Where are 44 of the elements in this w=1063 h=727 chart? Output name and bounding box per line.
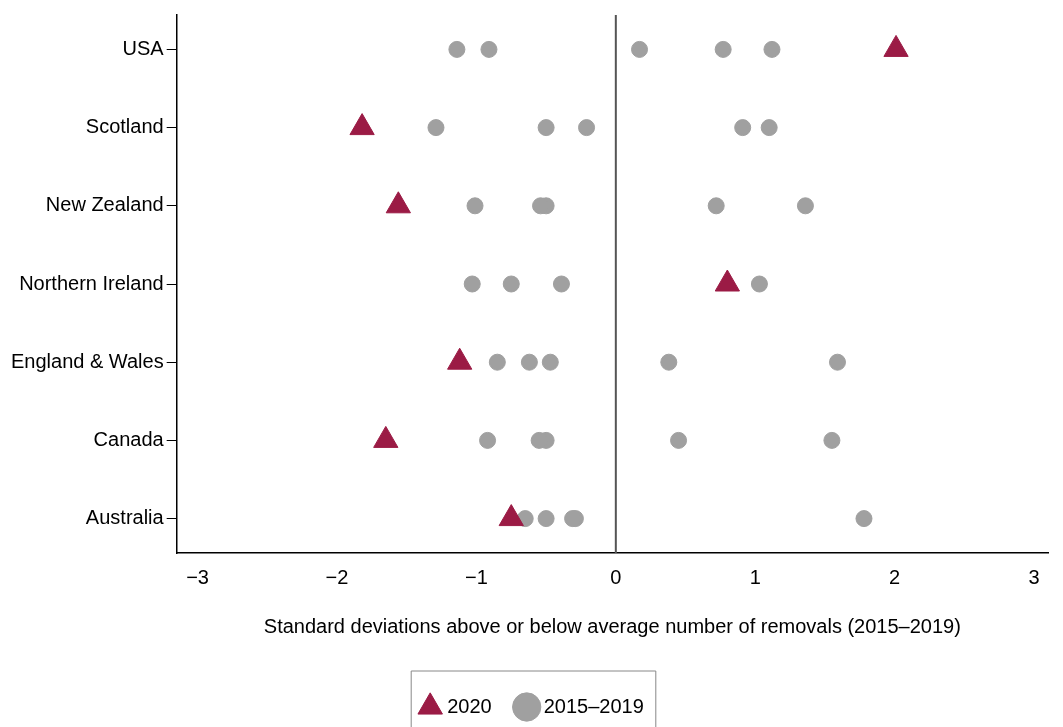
y-tick-label: USA: [122, 36, 165, 59]
point: [537, 119, 555, 137]
y-tick-label: England & Wales: [10, 349, 164, 372]
point: [552, 275, 570, 293]
point: [763, 40, 781, 58]
x-tick-label: −1: [465, 565, 488, 588]
x-tick-label: −3: [186, 565, 209, 588]
point: [463, 275, 481, 293]
y-tick-label: Australia: [85, 506, 165, 529]
point: [502, 275, 520, 293]
point: [660, 353, 678, 371]
point: [541, 353, 559, 371]
point: [823, 431, 841, 449]
point: [796, 197, 814, 215]
point: [828, 353, 846, 371]
point: [670, 431, 688, 449]
point: [855, 510, 873, 528]
x-axis-title: Standard deviations above or below average number of removals (2015–2019): [263, 614, 961, 637]
point: [520, 353, 538, 371]
y-tick-label: New Zealand: [45, 193, 164, 216]
x-tick-label: −2: [325, 565, 349, 588]
y-tick-label: Scotland: [85, 115, 164, 138]
point: [537, 510, 555, 528]
point: [466, 197, 484, 215]
x-tick-label: 1: [749, 565, 761, 588]
x-tick-label: 3: [1028, 565, 1040, 588]
point: [427, 119, 445, 137]
point: [760, 119, 778, 137]
x-tick-label: 0: [610, 565, 622, 588]
point: [480, 40, 498, 58]
point: [479, 431, 497, 449]
point: [750, 275, 768, 293]
y-tick-label: Northern Ireland: [19, 271, 164, 294]
x-tick-label: 2: [889, 565, 901, 588]
point: [448, 40, 466, 58]
point: [707, 197, 725, 215]
point: [578, 119, 596, 137]
legend-label: 2020: [447, 694, 492, 717]
point: [734, 119, 752, 137]
legend-label: 2015–2019: [543, 694, 644, 717]
y-tick-label: Canada: [93, 427, 165, 450]
point: [714, 40, 732, 58]
point: [488, 353, 506, 371]
point: [631, 40, 649, 58]
